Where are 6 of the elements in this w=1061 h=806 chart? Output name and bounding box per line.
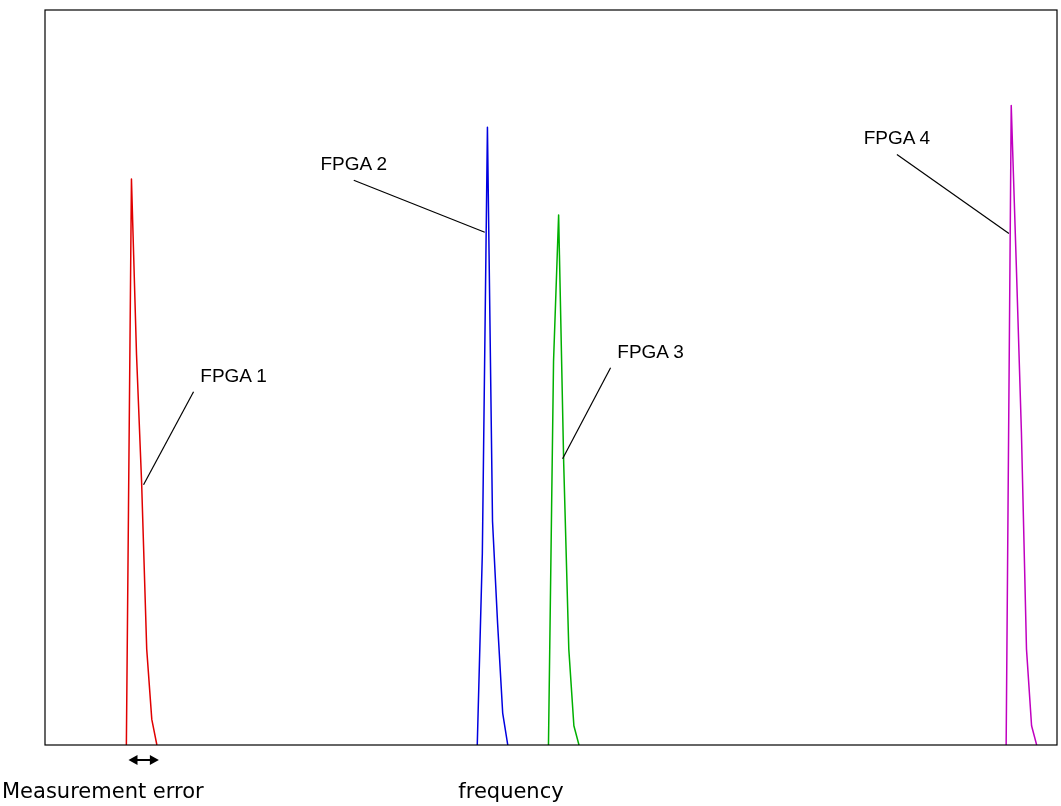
text: Measurement error xyxy=(2,779,205,803)
text: FPGA 4 xyxy=(863,127,931,149)
x-axis-title: frequency xyxy=(458,779,564,803)
text: FPGA 3 xyxy=(617,340,684,362)
text: FPGA 2 xyxy=(320,153,388,175)
text: FPGA 1 xyxy=(200,364,267,386)
